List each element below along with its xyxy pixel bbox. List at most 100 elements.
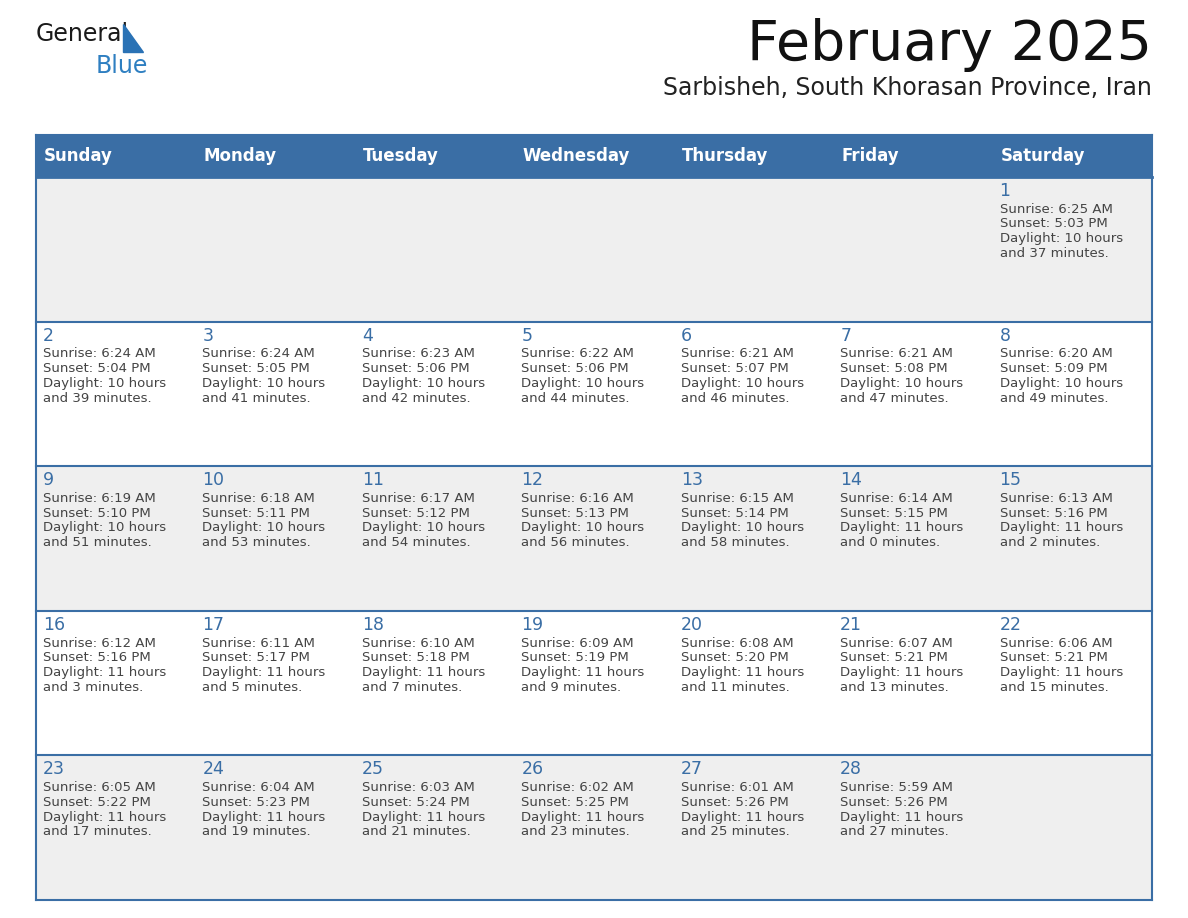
Text: Sunrise: 6:10 AM: Sunrise: 6:10 AM (362, 636, 475, 650)
Text: and 0 minutes.: and 0 minutes. (840, 536, 940, 549)
Text: 28: 28 (840, 760, 862, 778)
Text: 10: 10 (202, 471, 225, 489)
Text: Sunset: 5:12 PM: Sunset: 5:12 PM (362, 507, 469, 520)
Text: Daylight: 11 hours: Daylight: 11 hours (840, 521, 963, 534)
Text: 9: 9 (43, 471, 55, 489)
Text: February 2025: February 2025 (747, 18, 1152, 72)
Text: Daylight: 11 hours: Daylight: 11 hours (840, 811, 963, 823)
Text: 6: 6 (681, 327, 691, 344)
Text: and 13 minutes.: and 13 minutes. (840, 681, 949, 694)
Text: and 15 minutes.: and 15 minutes. (999, 681, 1108, 694)
Text: Sunset: 5:17 PM: Sunset: 5:17 PM (202, 651, 310, 665)
Text: Sunset: 5:06 PM: Sunset: 5:06 PM (362, 362, 469, 375)
Text: Sunset: 5:09 PM: Sunset: 5:09 PM (999, 362, 1107, 375)
Text: Sunset: 5:04 PM: Sunset: 5:04 PM (43, 362, 151, 375)
Text: 19: 19 (522, 616, 543, 633)
Text: Sunrise: 6:05 AM: Sunrise: 6:05 AM (43, 781, 156, 794)
Text: 20: 20 (681, 616, 703, 633)
Text: Daylight: 10 hours: Daylight: 10 hours (362, 521, 485, 534)
Text: 27: 27 (681, 760, 703, 778)
Text: and 21 minutes.: and 21 minutes. (362, 825, 470, 838)
Polygon shape (124, 24, 143, 52)
Text: and 23 minutes.: and 23 minutes. (522, 825, 630, 838)
Text: 25: 25 (362, 760, 384, 778)
Bar (36, 610, 1152, 756)
Text: Sunset: 5:11 PM: Sunset: 5:11 PM (202, 507, 310, 520)
Text: 5: 5 (522, 327, 532, 344)
Text: and 54 minutes.: and 54 minutes. (362, 536, 470, 549)
Text: Sunset: 5:06 PM: Sunset: 5:06 PM (522, 362, 628, 375)
Text: and 19 minutes.: and 19 minutes. (202, 825, 311, 838)
Text: 18: 18 (362, 616, 384, 633)
Text: Daylight: 11 hours: Daylight: 11 hours (202, 666, 326, 679)
Bar (36, 756, 1152, 900)
Text: Sunset: 5:21 PM: Sunset: 5:21 PM (999, 651, 1107, 665)
Text: Sunrise: 6:01 AM: Sunrise: 6:01 AM (681, 781, 794, 794)
Text: Sunrise: 6:21 AM: Sunrise: 6:21 AM (681, 347, 794, 361)
Text: Daylight: 10 hours: Daylight: 10 hours (362, 376, 485, 390)
Text: Sunrise: 6:14 AM: Sunrise: 6:14 AM (840, 492, 953, 505)
Text: Sunrise: 6:13 AM: Sunrise: 6:13 AM (999, 492, 1112, 505)
Text: and 44 minutes.: and 44 minutes. (522, 391, 630, 405)
Text: Sunset: 5:13 PM: Sunset: 5:13 PM (522, 507, 630, 520)
Text: Friday: Friday (841, 147, 899, 165)
Text: Sunset: 5:05 PM: Sunset: 5:05 PM (202, 362, 310, 375)
Text: Sunset: 5:15 PM: Sunset: 5:15 PM (840, 507, 948, 520)
Bar (36, 177, 1152, 321)
Text: 15: 15 (999, 471, 1022, 489)
Text: Sunrise: 6:06 AM: Sunrise: 6:06 AM (999, 636, 1112, 650)
Text: 14: 14 (840, 471, 862, 489)
Text: 17: 17 (202, 616, 225, 633)
Text: and 53 minutes.: and 53 minutes. (202, 536, 311, 549)
Text: Daylight: 10 hours: Daylight: 10 hours (999, 376, 1123, 390)
Text: 22: 22 (999, 616, 1022, 633)
Text: Daylight: 11 hours: Daylight: 11 hours (681, 811, 804, 823)
Text: Saturday: Saturday (1000, 147, 1085, 165)
Text: Daylight: 11 hours: Daylight: 11 hours (362, 666, 485, 679)
Text: 23: 23 (43, 760, 65, 778)
Text: Sunset: 5:16 PM: Sunset: 5:16 PM (43, 651, 151, 665)
Text: 24: 24 (202, 760, 225, 778)
Text: Wednesday: Wednesday (523, 147, 630, 165)
Text: Sunrise: 6:24 AM: Sunrise: 6:24 AM (43, 347, 156, 361)
Text: Tuesday: Tuesday (362, 147, 438, 165)
Text: and 49 minutes.: and 49 minutes. (999, 391, 1108, 405)
Text: Sunrise: 6:15 AM: Sunrise: 6:15 AM (681, 492, 794, 505)
Text: Daylight: 10 hours: Daylight: 10 hours (522, 376, 644, 390)
Text: Sunrise: 6:12 AM: Sunrise: 6:12 AM (43, 636, 156, 650)
Text: and 17 minutes.: and 17 minutes. (43, 825, 152, 838)
Text: Sunset: 5:10 PM: Sunset: 5:10 PM (43, 507, 151, 520)
Bar (36, 466, 1152, 610)
Text: Blue: Blue (96, 54, 148, 78)
Text: Sunrise: 6:02 AM: Sunrise: 6:02 AM (522, 781, 634, 794)
Text: Daylight: 11 hours: Daylight: 11 hours (522, 666, 645, 679)
Bar (355, 135, 514, 177)
Text: Sunrise: 6:20 AM: Sunrise: 6:20 AM (999, 347, 1112, 361)
Text: Daylight: 10 hours: Daylight: 10 hours (202, 521, 326, 534)
Bar (36, 321, 1152, 466)
Text: and 56 minutes.: and 56 minutes. (522, 536, 630, 549)
Text: Sunset: 5:07 PM: Sunset: 5:07 PM (681, 362, 789, 375)
Text: General: General (36, 22, 129, 46)
Text: Daylight: 11 hours: Daylight: 11 hours (43, 666, 166, 679)
Text: Sunrise: 6:04 AM: Sunrise: 6:04 AM (202, 781, 315, 794)
Text: Sunday: Sunday (44, 147, 113, 165)
Text: Sunrise: 6:09 AM: Sunrise: 6:09 AM (522, 636, 634, 650)
Text: 2: 2 (43, 327, 53, 344)
Text: Daylight: 11 hours: Daylight: 11 hours (202, 811, 326, 823)
Text: Daylight: 10 hours: Daylight: 10 hours (840, 376, 963, 390)
Text: Thursday: Thursday (682, 147, 769, 165)
Text: Sunrise: 6:08 AM: Sunrise: 6:08 AM (681, 636, 794, 650)
Bar (514, 135, 674, 177)
Text: and 3 minutes.: and 3 minutes. (43, 681, 144, 694)
Text: Daylight: 11 hours: Daylight: 11 hours (840, 666, 963, 679)
Bar (833, 135, 992, 177)
Text: Sunrise: 6:23 AM: Sunrise: 6:23 AM (362, 347, 475, 361)
Text: Sunrise: 6:11 AM: Sunrise: 6:11 AM (202, 636, 315, 650)
Bar (36, 135, 196, 177)
Text: 16: 16 (43, 616, 65, 633)
Text: Daylight: 10 hours: Daylight: 10 hours (681, 521, 804, 534)
Text: 3: 3 (202, 327, 214, 344)
Text: and 25 minutes.: and 25 minutes. (681, 825, 790, 838)
Text: and 37 minutes.: and 37 minutes. (999, 247, 1108, 260)
